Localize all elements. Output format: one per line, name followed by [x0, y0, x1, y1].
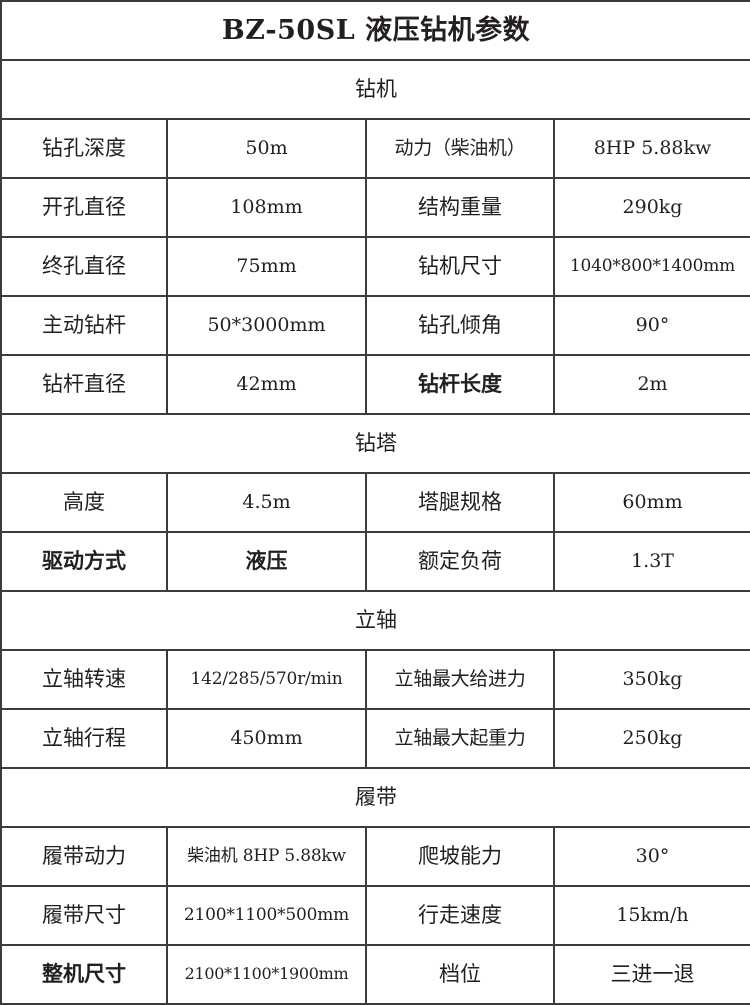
row-label-b: 立轴最大起重力 [365, 708, 555, 769]
row-label-b: 行走速度 [365, 885, 555, 946]
row-value-b: 30° [552, 826, 750, 887]
row-label-a: 开孔直径 [0, 177, 168, 238]
row-value-b: 1040*800*1400mm [552, 236, 750, 297]
row-label-b: 结构重量 [365, 177, 555, 238]
row-label-b: 钻杆长度 [365, 354, 555, 415]
row-label-b: 额定负荷 [365, 531, 555, 592]
row-value-a: 2100*1100*1900mm [166, 944, 367, 1005]
row-value-a: 142/285/570r/min [166, 649, 367, 710]
row-value-b: 1.3T [552, 531, 750, 592]
section-heading-drill-rig: 钻机 [0, 59, 750, 120]
table-row: 立轴转速 142/285/570r/min 立轴最大给进力 350kg [0, 649, 750, 710]
row-value-b: 90° [552, 295, 750, 356]
row-value-a: 4.5m [166, 472, 367, 533]
row-label-b: 爬坡能力 [365, 826, 555, 887]
table-row: 立轴行程 450mm 立轴最大起重力 250kg [0, 708, 750, 769]
page-title: BZ-50SL 液压钻机参数 [0, 0, 750, 61]
table-row: 履带尺寸 2100*1100*500mm 行走速度 15km/h [0, 885, 750, 946]
title-row: BZ-50SL 液压钻机参数 [0, 0, 750, 61]
row-value-b: 15km/h [552, 885, 750, 946]
row-label-a: 高度 [0, 472, 168, 533]
row-label-a: 立轴转速 [0, 649, 168, 710]
section-heading-row: 履带 [0, 767, 750, 828]
table-row: 履带动力 柴油机 8HP 5.88kw 爬坡能力 30° [0, 826, 750, 887]
table-row: 主动钻杆 50*3000mm 钻孔倾角 90° [0, 295, 750, 356]
row-label-b: 钻孔倾角 [365, 295, 555, 356]
row-value-a: 50*3000mm [166, 295, 367, 356]
row-label-b: 档位 [365, 944, 555, 1005]
row-label-b: 塔腿规格 [365, 472, 555, 533]
row-label-a: 整机尺寸 [0, 944, 168, 1005]
row-value-a: 2100*1100*500mm [166, 885, 367, 946]
row-value-a: 50m [166, 118, 367, 179]
row-label-a: 履带尺寸 [0, 885, 168, 946]
row-label-a: 驱动方式 [0, 531, 168, 592]
section-heading-row: 钻塔 [0, 413, 750, 474]
row-label-a: 立轴行程 [0, 708, 168, 769]
table-row: 驱动方式 液压 额定负荷 1.3T [0, 531, 750, 592]
table-row: 整机尺寸 2100*1100*1900mm 档位 三进一退 [0, 944, 750, 1005]
row-label-a: 终孔直径 [0, 236, 168, 297]
row-label-a: 钻孔深度 [0, 118, 168, 179]
row-value-a: 108mm [166, 177, 367, 238]
row-value-a: 450mm [166, 708, 367, 769]
section-heading-derrick: 钻塔 [0, 413, 750, 474]
section-heading-row: 立轴 [0, 590, 750, 651]
row-value-a: 液压 [166, 531, 367, 592]
section-heading-spindle: 立轴 [0, 590, 750, 651]
row-label-a: 主动钻杆 [0, 295, 168, 356]
table-row: 开孔直径 108mm 结构重量 290kg [0, 177, 750, 238]
row-value-b: 60mm [552, 472, 750, 533]
section-heading-row: 钻机 [0, 59, 750, 120]
table-row: 高度 4.5m 塔腿规格 60mm [0, 472, 750, 533]
row-value-a: 75mm [166, 236, 367, 297]
row-value-a: 柴油机 8HP 5.88kw [166, 826, 367, 887]
row-value-a: 42mm [166, 354, 367, 415]
table-row: 钻杆直径 42mm 钻杆长度 2m [0, 354, 750, 415]
row-value-b: 2m [552, 354, 750, 415]
row-value-b: 三进一退 [552, 944, 750, 1005]
section-heading-crawler: 履带 [0, 767, 750, 828]
row-value-b: 350kg [552, 649, 750, 710]
row-label-b: 钻机尺寸 [365, 236, 555, 297]
row-label-a: 钻杆直径 [0, 354, 168, 415]
row-label-a: 履带动力 [0, 826, 168, 887]
table-row: 钻孔深度 50m 动力（柴油机） 8HP 5.88kw [0, 118, 750, 179]
row-value-b: 290kg [552, 177, 750, 238]
row-label-b: 动力（柴油机） [365, 118, 555, 179]
table-row: 终孔直径 75mm 钻机尺寸 1040*800*1400mm [0, 236, 750, 297]
row-value-b: 8HP 5.88kw [552, 118, 750, 179]
row-label-b: 立轴最大给进力 [365, 649, 555, 710]
row-value-b: 250kg [552, 708, 750, 769]
